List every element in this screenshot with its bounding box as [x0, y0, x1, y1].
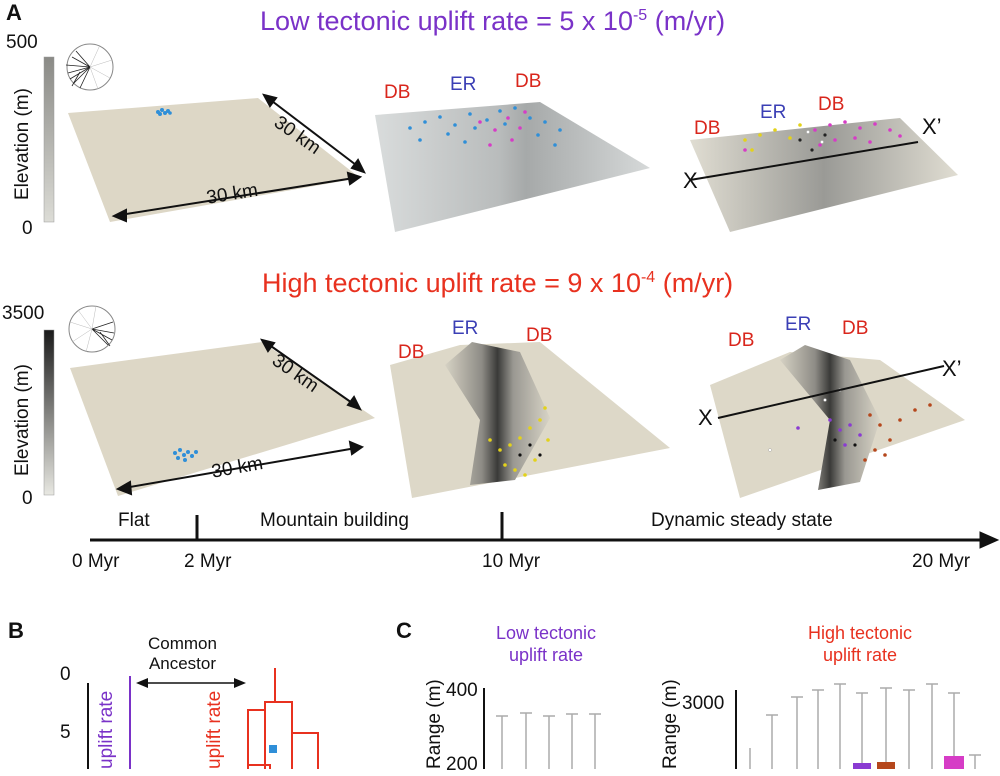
low-tree-circle-icon — [65, 43, 114, 91]
low-dimension-arrows — [111, 93, 366, 223]
timeline-phase-flat: Flat — [118, 510, 150, 531]
panel-c-high-title-line2: uplift rate — [822, 645, 898, 665]
low-steady-points — [743, 120, 902, 152]
low-uplift-exponent: -5 — [632, 7, 648, 24]
high-mid-mountain — [445, 342, 550, 485]
high-elevation-colorbar — [43, 329, 55, 496]
high-uplift-exponent: -4 — [640, 269, 656, 286]
timeline-phase-steady-state: Dynamic steady state — [651, 510, 833, 531]
panel-c-low-title: Low tectonic uplift rate — [466, 622, 626, 666]
panel-c-letter: C — [396, 618, 412, 643]
low-steady-db-right-label: DB — [818, 94, 845, 115]
timeline-tick-10: 10 Myr — [482, 551, 541, 572]
low-flat-points — [156, 108, 172, 116]
low-uplift-unit: (m/yr) — [647, 6, 726, 36]
panel-b-tick-0: 0 — [60, 664, 71, 685]
low-x-label: X — [683, 168, 698, 193]
panel-c-high-title-line1: High tectonic — [807, 623, 913, 643]
high-x-prime-label: X’ — [942, 356, 962, 381]
timeline-axis — [90, 512, 1000, 549]
low-flat-terrain — [68, 98, 360, 222]
panel-c-high-title: High tectonic uplift rate — [780, 622, 940, 666]
panel-a-letter: A — [6, 0, 22, 25]
high-mid-er-label: ER — [452, 318, 479, 339]
high-mid-db-left-label: DB — [398, 342, 425, 363]
panel-b-tick-5: 5 — [60, 722, 71, 743]
high-steady-db-left-label: DB — [728, 330, 755, 351]
low-steady-db-left-label: DB — [694, 118, 721, 139]
low-x-prime-label: X’ — [922, 114, 942, 139]
panel-c-high-ylabel: Range (m) — [660, 679, 681, 769]
low-scale-max: 500 — [6, 32, 38, 53]
low-mid-er-label: ER — [450, 74, 477, 95]
high-uplift-unit: (m/yr) — [655, 268, 734, 298]
low-uplift-title-text: Low tectonic uplift rate = 5 x 10 — [260, 6, 633, 36]
high-flat-terrain — [70, 342, 375, 496]
high-uplift-title: High tectonic uplift rate = 9 x 10-4 (m/… — [262, 268, 733, 299]
high-scale-max: 3500 — [2, 303, 45, 324]
timeline-tick-20: 20 Myr — [912, 551, 971, 572]
high-steady-db-right-label: DB — [842, 318, 869, 339]
common-ancestor-annotation: Common Ancestor — [148, 634, 217, 674]
high-cross-section-line — [717, 365, 945, 419]
low-mid-points — [408, 106, 562, 147]
panel-c-high-boxes — [853, 756, 964, 769]
panel-b-tree — [87, 668, 319, 769]
panel-c-low-tick-200: 200 — [446, 754, 478, 775]
panel-b-low-label: uplift rate — [96, 690, 117, 769]
timeline-phase-mountain-building: Mountain building — [260, 510, 409, 531]
panel-c-axes — [483, 688, 737, 769]
panel-c-low-whiskers — [496, 712, 601, 769]
panel-b-letter: B — [8, 618, 24, 643]
low-mid-terrain — [375, 102, 650, 232]
low-scale-min: 0 — [22, 218, 33, 239]
timeline-tick-2: 2 Myr — [184, 551, 232, 572]
high-uplift-title-text: High tectonic uplift rate = 9 x 10 — [262, 268, 641, 298]
common-ancestor-line1: Common — [148, 634, 217, 653]
high-dimension-arrows — [115, 338, 365, 496]
high-steady-er-label: ER — [785, 314, 812, 335]
low-uplift-title: Low tectonic uplift rate = 5 x 10-5 (m/y… — [260, 6, 725, 37]
low-mid-db-left-label: DB — [384, 82, 411, 103]
low-steady-er-label: ER — [760, 102, 787, 123]
common-ancestor-line2: Ancestor — [148, 654, 217, 673]
timeline-tick-0: 0 Myr — [72, 551, 120, 572]
low-cross-section-line — [689, 141, 919, 181]
high-mid-points — [488, 406, 550, 477]
high-steady-points — [768, 388, 932, 462]
panel-c-high-tick-3000: 3000 — [682, 693, 725, 714]
panel-c-low-tick-400: 400 — [446, 680, 478, 701]
panel-c-low-title-line2: uplift rate — [508, 645, 584, 665]
panel-c-low-ylabel: Range (m) — [424, 679, 445, 769]
high-x-label: X — [698, 405, 713, 430]
panel-b-high-label: uplift rate — [204, 690, 225, 769]
high-tree-circle-icon — [68, 305, 116, 353]
high-mid-db-right-label: DB — [526, 325, 553, 346]
low-elevation-colorbar — [43, 56, 55, 223]
high-scale-min: 0 — [22, 488, 33, 509]
low-mid-db-right-label: DB — [515, 71, 542, 92]
panel-c-low-title-line1: Low tectonic — [495, 623, 597, 643]
high-flat-points — [173, 448, 198, 462]
high-steady-mountain — [780, 345, 880, 490]
